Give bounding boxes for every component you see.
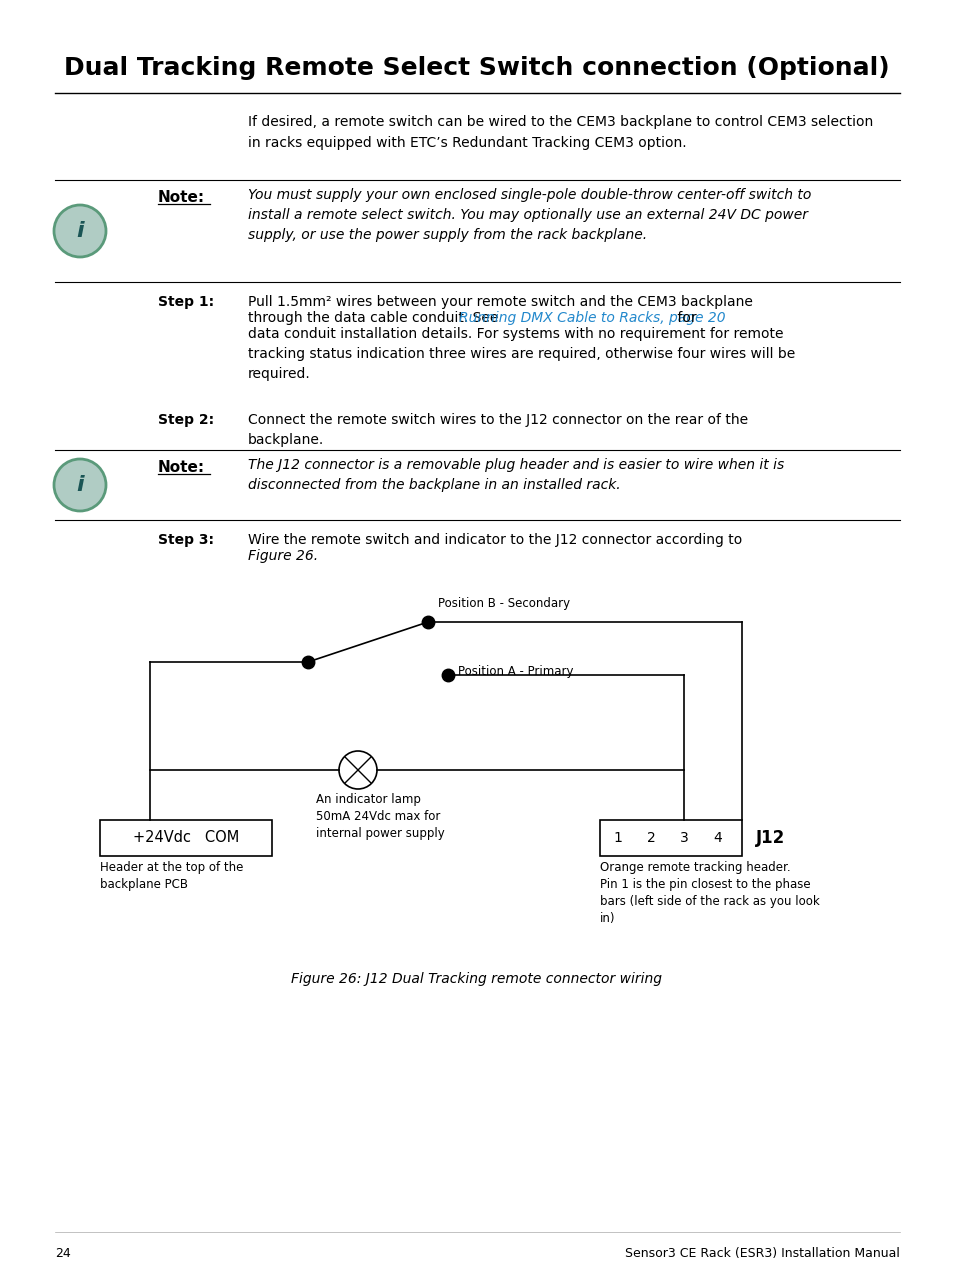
Circle shape — [338, 750, 376, 789]
Text: 2: 2 — [646, 831, 655, 845]
Text: Note:: Note: — [158, 190, 205, 205]
Text: 3: 3 — [679, 831, 688, 845]
Text: +24Vdc   COM: +24Vdc COM — [132, 831, 239, 846]
Bar — [599, 820, 741, 856]
Text: If desired, a remote switch can be wired to the CEM3 backplane to control CEM3 s: If desired, a remote switch can be wired… — [248, 114, 872, 150]
Text: Header at the top of the
backplane PCB: Header at the top of the backplane PCB — [100, 861, 243, 890]
Text: 1: 1 — [613, 831, 621, 845]
Circle shape — [54, 205, 106, 257]
Text: i: i — [76, 221, 84, 240]
Text: Position A - Primary: Position A - Primary — [457, 664, 573, 678]
Text: An indicator lamp
50mA 24Vdc max for
internal power supply: An indicator lamp 50mA 24Vdc max for int… — [315, 792, 444, 840]
Bar — [100, 820, 272, 856]
Text: 4: 4 — [713, 831, 721, 845]
Text: Figure 26.: Figure 26. — [248, 550, 317, 563]
Text: Position B - Secondary: Position B - Secondary — [437, 597, 570, 611]
Text: Dual Tracking Remote Select Switch connection (Optional): Dual Tracking Remote Select Switch conne… — [64, 56, 889, 80]
Text: Figure 26: J12 Dual Tracking remote connector wiring: Figure 26: J12 Dual Tracking remote conn… — [292, 972, 661, 986]
Text: Sensor3 CE Rack (ESR3) Installation Manual: Sensor3 CE Rack (ESR3) Installation Manu… — [624, 1247, 899, 1261]
Text: Connect the remote switch wires to the J12 connector on the rear of the
backplan: Connect the remote switch wires to the J… — [248, 413, 747, 446]
Text: 24: 24 — [55, 1247, 71, 1261]
Text: through the data cable conduit. See: through the data cable conduit. See — [248, 310, 502, 326]
Text: for: for — [672, 310, 696, 326]
Text: J12: J12 — [755, 829, 784, 847]
Text: You must supply your own enclosed single-pole double-throw center-off switch to
: You must supply your own enclosed single… — [248, 188, 810, 242]
Text: Pull 1.5mm² wires between your remote switch and the CEM3 backplane: Pull 1.5mm² wires between your remote sw… — [248, 295, 752, 309]
Text: Orange remote tracking header.
Pin 1 is the pin closest to the phase
bars (left : Orange remote tracking header. Pin 1 is … — [599, 861, 819, 925]
Text: Note:: Note: — [158, 460, 205, 474]
Text: i: i — [76, 474, 84, 495]
Text: data conduit installation details. For systems with no requirement for remote
tr: data conduit installation details. For s… — [248, 327, 795, 382]
Text: Step 2:: Step 2: — [158, 413, 213, 427]
Text: Running DMX Cable to Racks, page 20: Running DMX Cable to Racks, page 20 — [458, 310, 725, 326]
Text: The J12 connector is a removable plug header and is easier to wire when it is
di: The J12 connector is a removable plug he… — [248, 458, 783, 492]
Text: Step 3:: Step 3: — [158, 533, 213, 547]
Circle shape — [54, 459, 106, 511]
Text: Step 1:: Step 1: — [158, 295, 213, 309]
Text: Wire the remote switch and indicator to the J12 connector according to: Wire the remote switch and indicator to … — [248, 533, 741, 547]
